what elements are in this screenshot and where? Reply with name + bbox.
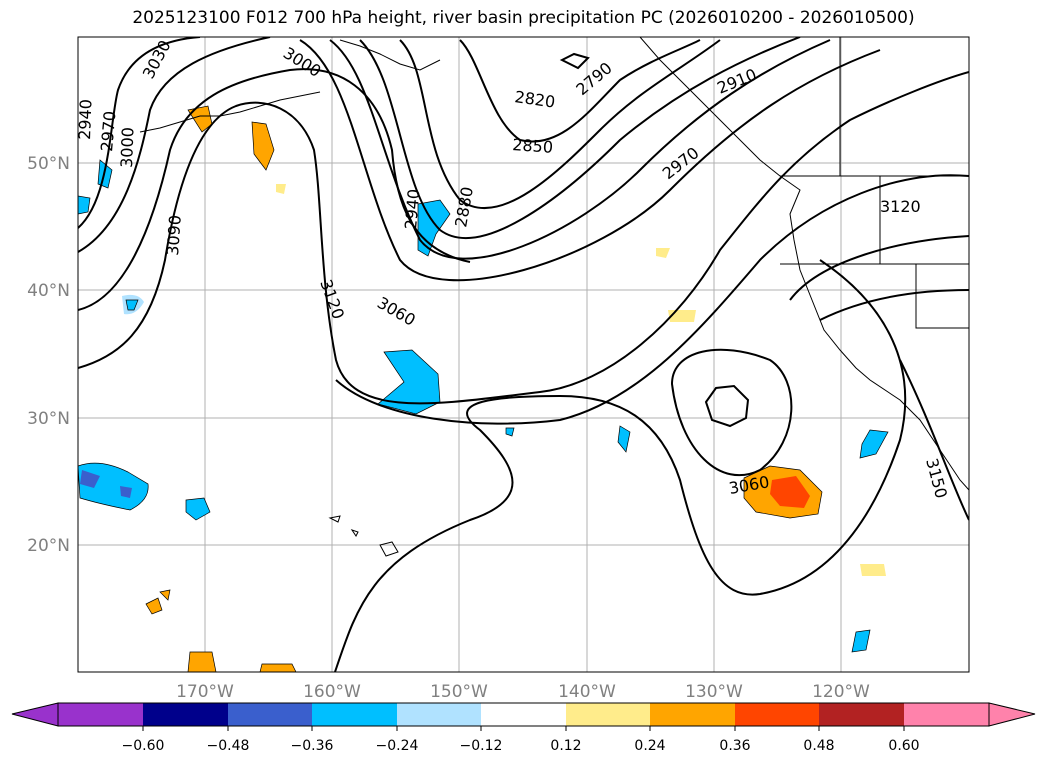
contour-line — [329, 39, 831, 260]
colorbar-frame — [57, 702, 990, 727]
colorbar: −0.60 −0.48 −0.36 −0.24 −0.12 0.12 0.24 … — [11, 702, 1036, 754]
precip-shading — [78, 105, 889, 672]
colorbar-bin — [228, 703, 312, 726]
contour-label: 3120 — [880, 197, 921, 216]
precip-negative-region — [125, 299, 139, 311]
contour-line-closed — [704, 384, 750, 428]
precip-positive-region — [276, 184, 286, 194]
contour-line — [359, 37, 801, 239]
contour-line — [459, 39, 701, 143]
colorbar-tick-label: 0.24 — [634, 738, 665, 754]
colorbar-bin — [735, 703, 819, 726]
precip-negative-region — [78, 195, 91, 215]
coastlines — [139, 37, 969, 557]
contour-line-closed — [670, 348, 793, 477]
contour-line — [335, 174, 969, 425]
lon-label: 160°W — [303, 682, 361, 702]
contour-label: 2940 — [401, 188, 423, 230]
contour-line — [78, 37, 271, 253]
precip-positive-region — [145, 597, 163, 615]
colorbar-tick-label: 0.48 — [803, 738, 834, 754]
precip-negative-core — [120, 486, 132, 498]
colorbar-bin — [819, 703, 904, 726]
colorbar-bin — [904, 703, 989, 726]
precip-positive-core — [770, 476, 810, 508]
lat-label: 20°N — [27, 536, 70, 556]
colorbar-bin — [481, 703, 566, 726]
precip-positive-region — [187, 651, 217, 672]
lon-label: 150°W — [430, 682, 488, 702]
contour-label: 3000 — [117, 127, 137, 168]
lon-label: 170°W — [176, 682, 234, 702]
precip-negative-region — [185, 497, 211, 521]
gridlines — [78, 37, 969, 672]
lon-label: 120°W — [812, 682, 870, 702]
precip-positive-region — [656, 248, 670, 258]
contour-line — [819, 289, 969, 321]
alaska-coast — [339, 39, 441, 71]
contour-line — [399, 39, 721, 209]
colorbar-tick-label: −0.36 — [291, 738, 334, 754]
contour-line — [299, 39, 881, 282]
state-border — [915, 264, 969, 329]
colorbar-tick-label: 0.36 — [719, 738, 750, 754]
colorbar-tick-label: 0.60 — [888, 738, 919, 754]
map-plot-area — [77, 36, 970, 673]
colorbar-bin — [397, 703, 481, 726]
colorbar-bin — [312, 703, 397, 726]
contour-label: 2970 — [97, 110, 119, 152]
lon-label: 130°W — [685, 682, 743, 702]
colorbar-bin — [143, 703, 228, 726]
latitude-labels: 50°N 40°N 30°N 20°N — [27, 154, 70, 556]
colorbar-bin — [650, 703, 735, 726]
precip-positive-region — [159, 589, 171, 601]
colorbar-bin — [58, 703, 143, 726]
precip-positive-region — [259, 663, 297, 672]
contour-line — [78, 37, 201, 229]
contour-line-closed — [559, 52, 590, 70]
aleutian-islands — [139, 91, 321, 133]
precip-negative-region — [851, 629, 871, 653]
contour-line — [334, 259, 907, 672]
colorbar-tick-label: −0.60 — [122, 738, 165, 754]
colorbar-tick-label: 0.12 — [550, 738, 581, 754]
lon-label: 140°W — [558, 682, 616, 702]
precip-positive-region — [860, 564, 886, 576]
map-background — [78, 37, 969, 672]
contour-label: 3090 — [163, 214, 185, 256]
precip-negative-region — [505, 427, 515, 437]
precip-negative-region — [417, 199, 451, 257]
precip-negative-region — [377, 349, 441, 415]
colorbar-tick-label: −0.12 — [460, 738, 503, 754]
colorbar-bin — [566, 703, 650, 726]
precip-positive-region — [251, 121, 275, 171]
page-title: 2025123100 F012 700 hPa height, river ba… — [132, 8, 915, 28]
lat-label: 50°N — [27, 154, 70, 174]
lat-label: 30°N — [27, 409, 70, 429]
contour-label: 2850 — [512, 135, 554, 157]
coastline — [639, 37, 969, 491]
colorbar-tick-label: −0.48 — [207, 738, 250, 754]
contour-line — [78, 71, 969, 405]
hawaii-coast — [350, 529, 359, 537]
precip-negative-core — [80, 470, 100, 488]
height-contours — [78, 37, 969, 672]
map-frame — [77, 36, 970, 673]
hawaii-coast — [379, 541, 399, 557]
colorbar-ticks — [142, 726, 905, 731]
colorbar-tick-label: −0.24 — [376, 738, 419, 754]
hawaii-coast — [328, 515, 341, 523]
contour-label: 2940 — [75, 99, 95, 140]
lat-label: 40°N — [27, 281, 70, 301]
longitude-labels: 170°W 160°W 150°W 140°W 130°W 120°W — [176, 682, 870, 702]
contour-line — [789, 235, 969, 301]
colorbar-extend-low — [11, 702, 59, 727]
precip-negative-region — [859, 429, 889, 459]
colorbar-extend-high — [988, 702, 1036, 727]
precip-negative-region — [617, 425, 631, 453]
